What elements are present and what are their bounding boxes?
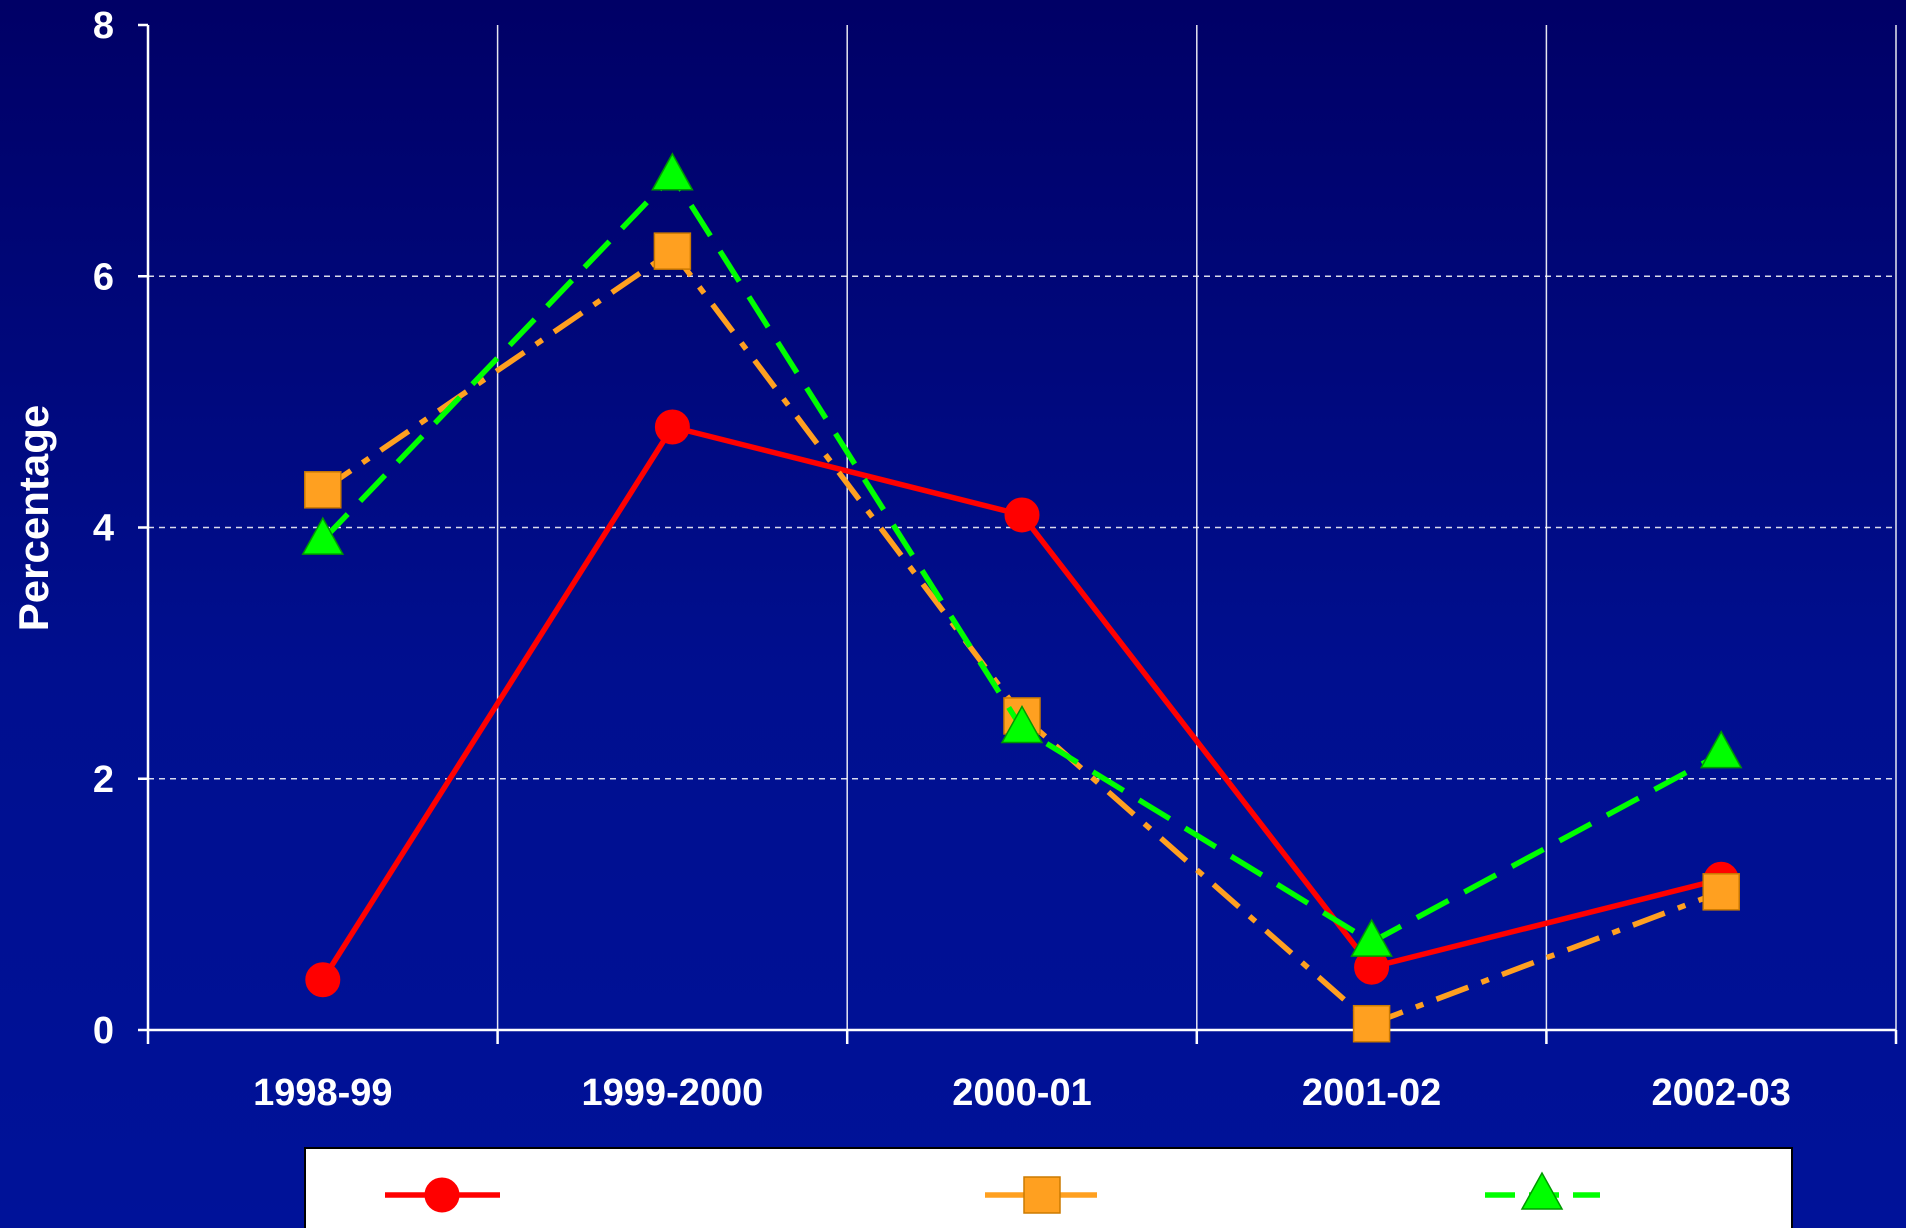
legend-entry-2: U.S. <box>1485 1159 1743 1228</box>
series-1 <box>304 232 1740 1043</box>
y-tick-label: 8 <box>93 5 114 47</box>
data-point <box>304 471 342 509</box>
legend-label: Monroe Co. <box>519 1159 871 1228</box>
data-point <box>1004 497 1040 533</box>
data-point <box>651 152 694 191</box>
series-line <box>321 248 1723 1027</box>
y-axis-title: Percentage <box>10 405 57 631</box>
legend-label: U.S. <box>1619 1159 1743 1228</box>
x-tick-label: 2001-02 <box>1302 1072 1441 1114</box>
x-tick-label: 2000-01 <box>952 1072 1091 1114</box>
legend-marker <box>1520 1171 1564 1210</box>
series-line <box>320 173 1723 945</box>
y-tick-label: 2 <box>93 759 114 801</box>
x-tick-label: 2002-03 <box>1651 1072 1790 1114</box>
data-point <box>1702 873 1740 911</box>
series-0 <box>305 409 1739 998</box>
grid <box>148 25 1897 1030</box>
data-point <box>305 962 341 998</box>
legend-marker <box>424 1177 460 1213</box>
data-point <box>1350 918 1393 957</box>
x-axis-ticks: 1998-99 1999-2000 2000-01 2001-02 2002-03 <box>146 1030 1898 1114</box>
legend: Monroe Co. Georgia U.S. <box>304 1147 1793 1228</box>
legend-entry-1: Georgia <box>985 1159 1361 1228</box>
legend-marker <box>1023 1176 1061 1214</box>
y-tick-label: 0 <box>93 1010 114 1052</box>
y-tick-label: 6 <box>93 256 114 298</box>
legend-entry-0: Monroe Co. <box>385 1159 871 1228</box>
x-tick-label: 1999-2000 <box>582 1072 764 1114</box>
data-point <box>653 232 692 270</box>
x-tick-label: 1998-99 <box>253 1072 392 1114</box>
data-point <box>1000 704 1044 744</box>
data-point <box>1699 730 1743 769</box>
legend-label: Georgia <box>1119 1159 1361 1228</box>
y-axis-ticks: 0 2 4 6 8 <box>93 5 148 1052</box>
series-2 <box>301 152 1743 957</box>
data-point <box>301 516 345 555</box>
data-point <box>1352 1004 1391 1043</box>
series-layer <box>301 152 1743 1043</box>
y-tick-label: 4 <box>93 508 114 550</box>
data-point <box>654 409 690 445</box>
